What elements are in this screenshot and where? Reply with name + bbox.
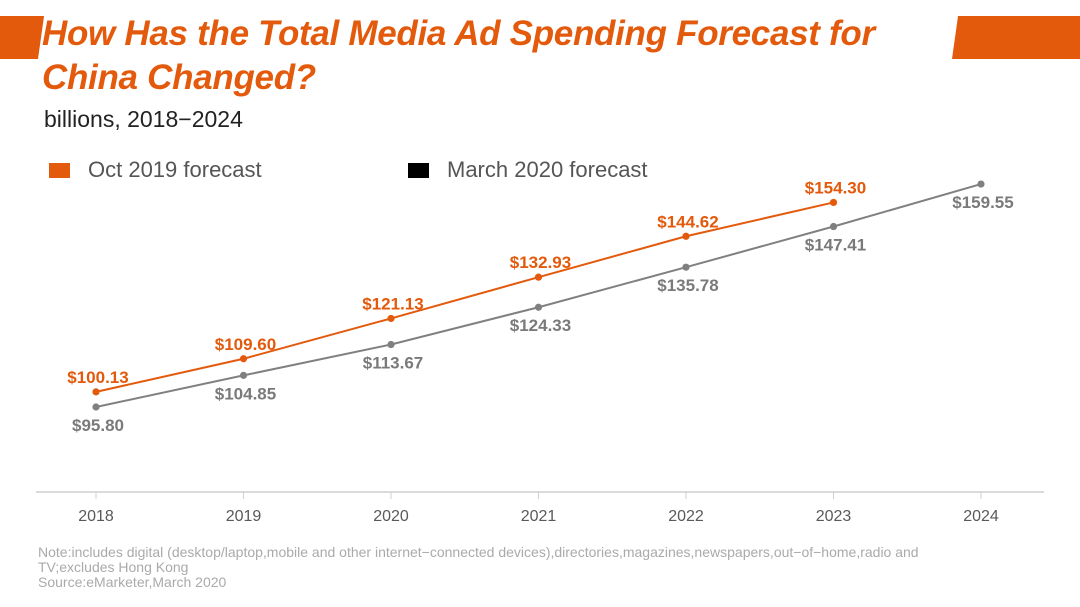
data-label: $121.13 <box>362 294 423 313</box>
data-point <box>829 222 838 231</box>
data-point <box>682 263 690 271</box>
x-tick-label: 2021 <box>521 508 557 525</box>
data-label: $95.80 <box>72 416 124 435</box>
data-point <box>387 340 395 349</box>
legend-label-oct-2019: Oct 2019 forecast <box>88 157 262 182</box>
data-label: $144.62 <box>657 212 718 231</box>
legend: Oct 2019 forecast March 2020 forecast <box>0 157 1080 187</box>
data-point <box>977 180 985 188</box>
x-tick-label: 2020 <box>373 508 409 525</box>
legend-swatch-march-2020 <box>408 162 429 178</box>
data-point <box>239 355 248 363</box>
x-tick-label: 2024 <box>963 508 999 525</box>
series-line-march-2020 <box>95 183 982 408</box>
x-tick-label: 2022 <box>668 508 704 525</box>
footnote: Note:includes digital (desktop/laptop,mo… <box>38 545 1048 590</box>
data-label: $135.78 <box>657 276 718 295</box>
data-point <box>534 303 543 311</box>
legend-item-oct-2019: Oct 2019 forecast <box>49 157 262 183</box>
data-point <box>92 403 100 411</box>
legend-item-march-2020: March 2020 forecast <box>408 157 648 183</box>
data-label: $113.67 <box>363 354 424 373</box>
data-label: $147.41 <box>805 236 866 255</box>
data-point <box>239 371 248 379</box>
data-label: $132.93 <box>510 253 571 272</box>
x-tick-label: 2019 <box>226 508 262 525</box>
series-line-oct-2019 <box>95 201 834 393</box>
data-label: $109.60 <box>215 335 276 354</box>
data-label: $124.33 <box>510 316 571 335</box>
data-label: $159.55 <box>952 193 1013 212</box>
source-line: Source:eMarketer,March 2020 <box>38 574 227 590</box>
note-line-1: Note:includes digital (desktop/laptop,mo… <box>38 544 919 560</box>
x-tick-label: 2018 <box>78 508 114 525</box>
data-point <box>534 273 543 281</box>
data-point <box>92 388 100 396</box>
data-point <box>829 198 838 207</box>
data-label: $100.13 <box>67 368 128 387</box>
x-tick-label: 2023 <box>816 508 852 525</box>
legend-label-march-2020: March 2020 forecast <box>447 157 648 182</box>
data-point <box>682 232 690 240</box>
legend-swatch-oct-2019 <box>49 162 70 178</box>
chart-subtitle: billions, 2018−2024 <box>44 106 243 132</box>
data-point <box>387 314 395 323</box>
data-label: $104.85 <box>215 384 276 403</box>
chart-title: How Has the Total Media Ad Spending Fore… <box>42 14 875 97</box>
data-label: $154.30 <box>805 178 866 197</box>
note-line-2: TV;excludes Hong Kong <box>38 559 189 575</box>
